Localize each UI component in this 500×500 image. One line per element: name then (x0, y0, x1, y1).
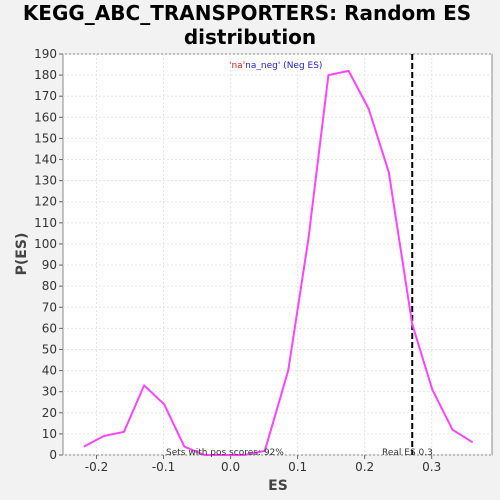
plot-area (62, 53, 493, 456)
y-axis-ticks: 0 10 20 30 40 50 60 70 80 90 100 110 120 130 140 150 160… (34, 47, 63, 462)
grid-lines (63, 53, 492, 456)
y-tick-label: 120 (34, 195, 57, 209)
legend-part2: na_neg' (Neg ES) (245, 61, 322, 71)
y-tick-label: 110 (34, 216, 57, 230)
x-axis-ticks: -0.2 -0.1 0.0 0.1 0.2 0.3 (85, 455, 441, 474)
x-tick-label: -0.2 (85, 460, 108, 474)
y-tick-label: 180 (34, 68, 57, 82)
y-tick-label: 170 (34, 89, 57, 103)
x-axis-label: ES (268, 478, 288, 494)
y-tick-label: 100 (34, 237, 57, 251)
x-tick-label: 0.2 (355, 460, 374, 474)
y-axis-label: P(ES) (14, 233, 30, 276)
y-tick-label: 40 (42, 364, 57, 378)
chart-title-line1: KEGG_ABC_TRANSPORTERS: Random ES (23, 1, 471, 25)
x-tick-label: 0.3 (422, 460, 441, 474)
y-tick-label: 130 (34, 174, 57, 188)
x-tick-label: 0.0 (221, 460, 240, 474)
chart-title-line2: distribution (184, 25, 316, 49)
y-tick-label: 190 (34, 47, 57, 61)
y-tick-label: 20 (42, 406, 57, 420)
real-es-annotation: Real ES 0.3 (382, 448, 433, 458)
y-tick-label: 10 (42, 427, 57, 441)
pos-scores-annotation: Sets with pos scores: 92% (166, 448, 284, 458)
y-tick-label: 30 (42, 385, 57, 399)
y-tick-label: 90 (42, 258, 57, 272)
y-tick-label: 0 (49, 448, 57, 462)
y-tick-label: 60 (42, 321, 57, 335)
y-tick-label: 160 (34, 110, 57, 124)
y-tick-label: 50 (42, 342, 57, 356)
legend-part1: 'na' (229, 61, 245, 71)
y-tick-label: 80 (42, 279, 57, 293)
es-distribution-line (83, 69, 474, 456)
x-tick-label: -0.1 (152, 460, 175, 474)
y-tick-label: 150 (34, 131, 57, 145)
x-tick-label: 0.1 (288, 460, 307, 474)
y-tick-label: 140 (34, 153, 57, 167)
y-tick-label: 70 (42, 300, 57, 314)
legend: 'na'na_neg' (Neg ES) (229, 61, 322, 71)
